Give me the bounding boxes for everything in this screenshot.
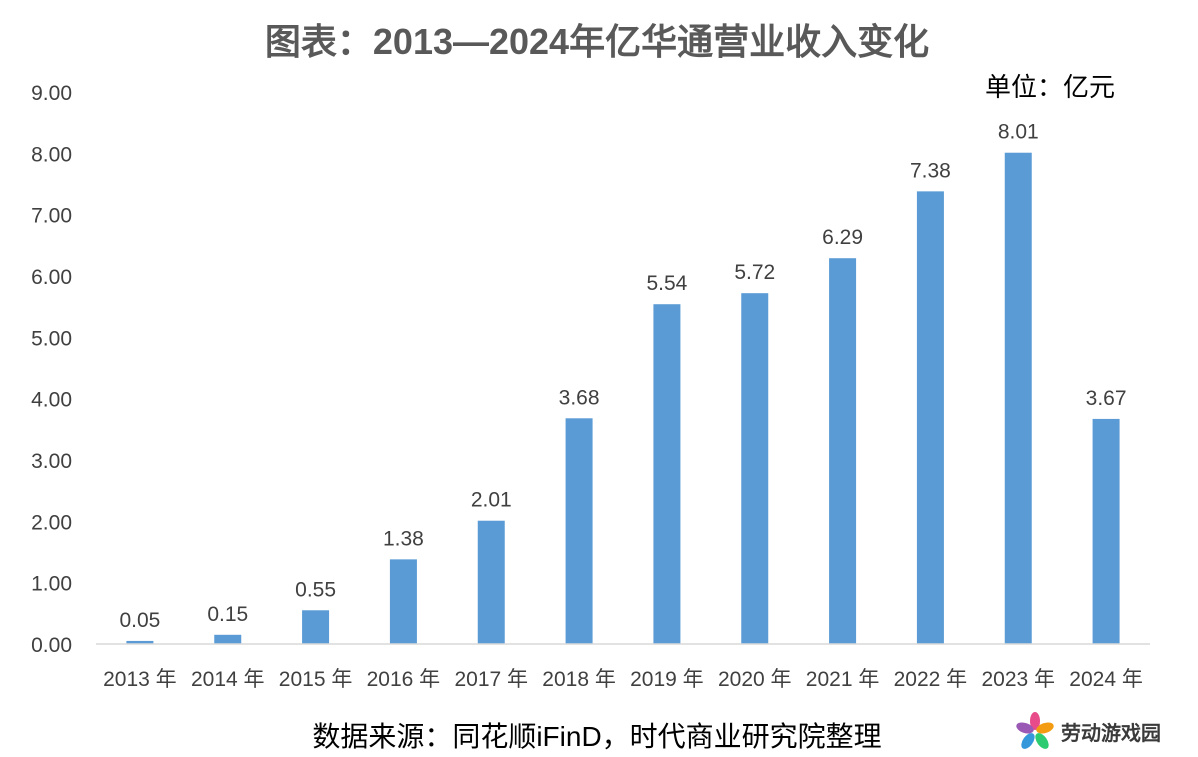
source-note: 数据来源：同花顺iFinD，时代商业研究院整理 (312, 721, 881, 752)
bar (829, 258, 857, 644)
pinwheel-logo-icon (1016, 712, 1054, 749)
bar (126, 640, 154, 644)
data-label: 0.55 (295, 578, 336, 601)
bar (1092, 418, 1120, 644)
data-label: 2.01 (471, 489, 512, 512)
x-tick-label: 2013 年 (103, 668, 177, 691)
data-label: 3.68 (559, 386, 600, 409)
y-tick-label: 3.00 (31, 450, 72, 473)
data-label: 5.72 (734, 261, 775, 284)
x-tick-label: 2018 年 (542, 668, 616, 691)
data-label: 7.38 (910, 159, 951, 182)
bar (214, 634, 242, 644)
x-tick-label: 2017 年 (454, 668, 528, 691)
bar (1004, 152, 1032, 644)
y-tick-label: 8.00 (31, 143, 72, 166)
bar (741, 293, 769, 644)
x-axis: 2013 年 2014 年 2015 年 2016 年 2017 年 2018 年 2019… (103, 668, 1143, 691)
data-label: 0.15 (207, 603, 248, 626)
data-label: 1.38 (383, 527, 424, 550)
bar (302, 610, 330, 644)
x-tick-label: 2020 年 (718, 668, 792, 691)
data-label: 5.54 (646, 272, 687, 295)
chart-title: 图表：2013—2024年亿华通营业收入变化 (265, 21, 929, 62)
bars-group (126, 152, 1120, 645)
y-tick-label: 0.00 (31, 634, 72, 657)
data-labels-group: 0.05 0.15 0.55 1.38 2.01 3.68 5.54 5.72 6.29 7.38… (119, 121, 1126, 632)
y-axis: 0.00 1.00 2.00 3.00 4.00 5.00 6.00 7.00 8.00 9.00 (31, 82, 72, 657)
y-tick-label: 6.00 (31, 266, 72, 289)
data-label: 6.29 (822, 226, 863, 249)
x-tick-label: 2023 年 (981, 668, 1055, 691)
y-tick-label: 7.00 (31, 205, 72, 228)
x-tick-label: 2024 年 (1069, 668, 1143, 691)
watermark: 劳动游戏园 (1016, 712, 1161, 749)
x-tick-label: 2014 年 (191, 668, 265, 691)
bar (565, 418, 593, 644)
watermark-text: 劳动游戏园 (1061, 721, 1161, 745)
data-label: 0.05 (119, 609, 160, 632)
x-tick-label: 2022 年 (894, 668, 968, 691)
x-tick-label: 2015 年 (279, 668, 353, 691)
data-label: 3.67 (1086, 387, 1127, 410)
bar (653, 304, 681, 644)
y-tick-label: 5.00 (31, 327, 72, 350)
y-tick-label: 2.00 (31, 511, 72, 534)
x-tick-label: 2019 年 (630, 668, 704, 691)
y-tick-label: 4.00 (31, 389, 72, 412)
bar (916, 191, 944, 645)
bar (389, 559, 417, 644)
y-tick-label: 9.00 (31, 82, 72, 105)
unit-label: 单位：亿元 (985, 72, 1115, 102)
data-label: 8.01 (998, 121, 1039, 144)
y-tick-label: 1.00 (31, 573, 72, 596)
x-tick-label: 2021 年 (806, 668, 880, 691)
x-tick-label: 2016 年 (367, 668, 441, 691)
bar (477, 520, 505, 644)
